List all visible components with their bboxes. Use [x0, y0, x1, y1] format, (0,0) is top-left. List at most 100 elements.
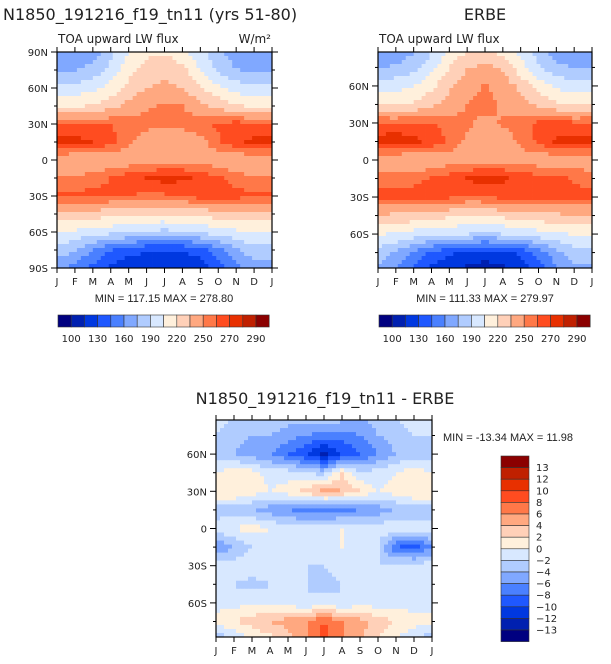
heatmap-cell: [385, 176, 391, 181]
heatmap-cell: [520, 108, 526, 113]
heatmap-cell: [212, 216, 217, 221]
heatmap-cell: [528, 68, 533, 73]
heatmap-cell: [469, 156, 474, 161]
heatmap-cell: [417, 108, 422, 113]
heatmap-cell: [560, 84, 565, 89]
heatmap-cell: [57, 104, 62, 109]
heatmap-cell: [572, 88, 577, 93]
heatmap-cell: [492, 180, 498, 185]
heatmap-cell: [72, 196, 78, 201]
heatmap-cell: [393, 184, 399, 189]
heatmap-cell: [68, 64, 74, 69]
heatmap-cell: [96, 60, 102, 65]
heatmap-cell: [216, 188, 221, 193]
heatmap-cell: [461, 96, 466, 101]
heatmap-cell: [580, 124, 585, 129]
heatmap-cell: [548, 68, 553, 73]
heatmap-cell: [152, 208, 157, 213]
heatmap-cell: [172, 160, 177, 165]
heatmap-cell: [397, 76, 403, 81]
heatmap-cell: [381, 124, 387, 129]
heatmap-cell: [100, 84, 106, 89]
heatmap-cell: [381, 96, 387, 101]
heatmap-cell: [160, 76, 165, 81]
heatmap-cell: [212, 132, 217, 137]
heatmap-cell: [572, 132, 577, 137]
heatmap-cell: [500, 60, 506, 65]
heatmap-cell: [60, 200, 66, 205]
heatmap-cell: [116, 76, 122, 81]
heatmap-cell: [516, 116, 522, 121]
heatmap-cell: [144, 220, 149, 225]
heatmap-cell: [168, 176, 173, 181]
heatmap-cell: [204, 124, 209, 129]
heatmap-cell: [128, 84, 134, 89]
heatmap-cell: [421, 192, 426, 197]
heatmap-cell: [64, 128, 70, 133]
heatmap-cell: [260, 120, 265, 125]
heatmap-cell: [393, 88, 399, 93]
heatmap-cell: [560, 96, 565, 101]
heatmap-cell: [92, 176, 98, 181]
heatmap-cell: [429, 104, 434, 109]
heatmap-cell: [224, 172, 229, 177]
heatmap-cell: [60, 56, 66, 61]
heatmap-cell: [220, 108, 225, 113]
heatmap-cell: [112, 92, 118, 97]
heatmap-cell: [385, 72, 391, 77]
heatmap-cell: [204, 176, 209, 181]
heatmap-cell: [192, 160, 197, 165]
heatmap-cell: [76, 164, 82, 169]
heatmap-cell: [104, 76, 110, 81]
heatmap-cell: [156, 112, 161, 117]
heatmap-cell: [224, 144, 229, 149]
heatmap-cell: [92, 260, 98, 265]
heatmap-cell: [393, 60, 399, 65]
heatmap-cell: [216, 76, 221, 81]
heatmap-cell: [172, 116, 177, 121]
heatmap-cell: [445, 172, 450, 177]
heatmap-cell: [381, 164, 387, 169]
heatmap-cell: [381, 64, 387, 69]
heatmap-cell: [136, 72, 142, 77]
heatmap-cell: [216, 264, 221, 269]
heatmap-cell: [560, 144, 565, 149]
heatmap-cell: [244, 96, 249, 101]
heatmap-cell: [92, 144, 98, 149]
heatmap-cell: [152, 92, 157, 97]
heatmap-cell: [453, 96, 458, 101]
heatmap-cell: [481, 140, 486, 145]
heatmap-cell: [548, 164, 553, 169]
heatmap-cell: [188, 80, 193, 85]
heatmap-cell: [176, 84, 181, 89]
heatmap-cell: [429, 156, 434, 161]
heatmap-cell: [488, 100, 494, 105]
heatmap-cell: [236, 196, 241, 201]
heatmap-cell: [104, 144, 110, 149]
heatmap-cell: [244, 104, 249, 109]
heatmap-cell: [220, 248, 225, 253]
heatmap-cell: [528, 100, 533, 105]
heatmap-cell: [204, 152, 209, 157]
heatmap-cell: [409, 68, 415, 73]
heatmap-cell: [378, 100, 383, 105]
heatmap-cell: [132, 60, 138, 65]
heatmap-cell: [112, 100, 118, 105]
heatmap-cell: [216, 104, 221, 109]
heatmap-cell: [180, 236, 185, 241]
heatmap-cell: [477, 68, 482, 73]
heatmap-cell: [496, 68, 502, 73]
heatmap-cell: [152, 256, 157, 261]
heatmap-cell: [96, 164, 102, 169]
heatmap-cell: [88, 248, 94, 253]
heatmap-cell: [152, 164, 157, 169]
heatmap-cell: [504, 56, 510, 61]
heatmap-cell: [228, 160, 233, 165]
heatmap-cell: [248, 188, 253, 193]
heatmap-cell: [112, 220, 118, 225]
heatmap-cell: [421, 108, 426, 113]
heatmap-cell: [481, 196, 486, 201]
heatmap-cell: [252, 180, 257, 185]
heatmap-cell: [104, 92, 110, 97]
heatmap-cell: [397, 116, 403, 121]
